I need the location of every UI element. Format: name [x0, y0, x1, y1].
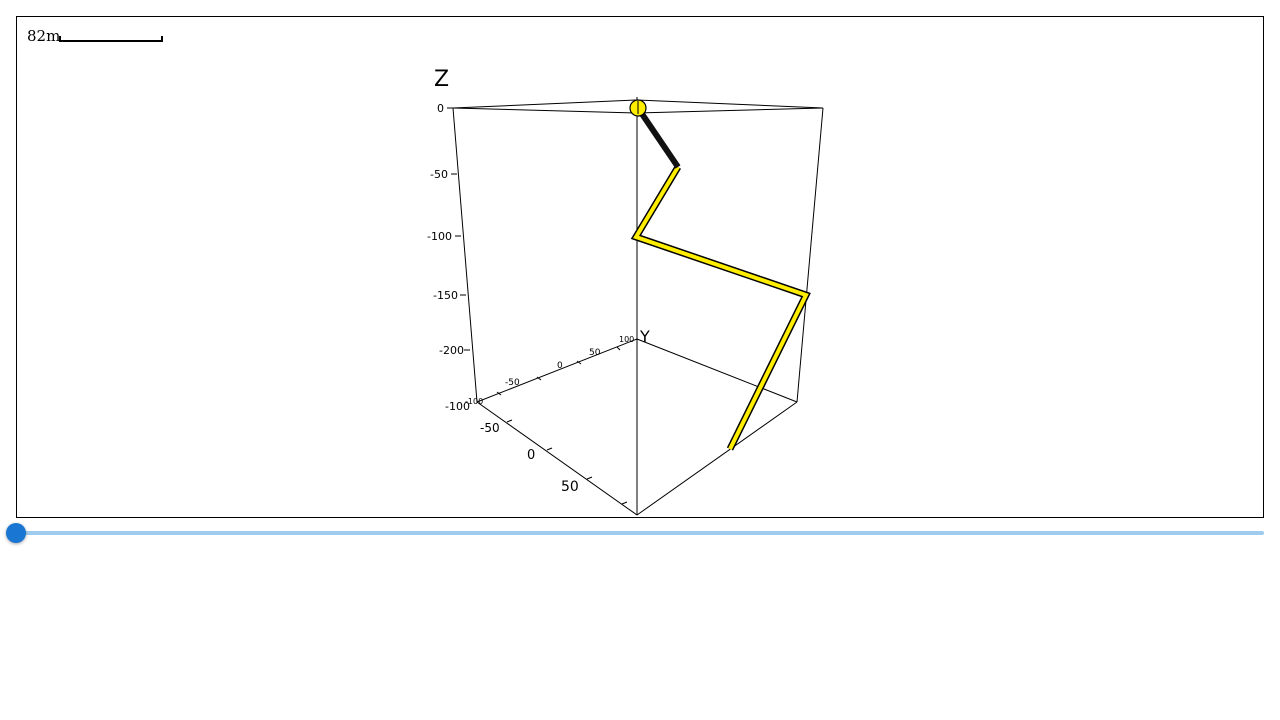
- y-tick-label: 100: [619, 335, 634, 344]
- box-edge: [796, 107, 824, 403]
- scale-bar: [59, 36, 163, 42]
- box-edge: [636, 338, 798, 403]
- box-edge: [636, 107, 824, 114]
- z-axis-label: Z: [434, 67, 449, 92]
- 3d-plot-viewport[interactable]: 82m Z 0 -50 -: [16, 16, 1264, 518]
- well-path-plot[interactable]: Z 0 -50 -100 -150 -200 Y -100 -50 0 50 1…: [17, 17, 1263, 517]
- well-path-outline: [630, 165, 811, 451]
- bottom-ticks: [496, 346, 628, 505]
- plot-box: [452, 97, 824, 516]
- y-tick-label: 50: [589, 348, 601, 358]
- box-edge: [452, 107, 638, 114]
- y-tick-label: -100: [465, 397, 483, 406]
- z-tick-label: -50: [430, 168, 448, 181]
- x-tick-label: 50: [561, 479, 579, 495]
- z-tick-label: -150: [433, 289, 458, 302]
- z-tick-label: 0: [437, 102, 444, 115]
- box-edge: [452, 99, 638, 109]
- y-axis-label: Y: [639, 327, 650, 346]
- timeline-slider[interactable]: [6, 522, 1264, 544]
- y-tick-label: 0: [557, 361, 563, 371]
- z-axis: [447, 107, 470, 351]
- x-tick-label: -50: [480, 421, 500, 435]
- box-edge: [636, 99, 824, 109]
- box-edge: [476, 338, 638, 403]
- slider-thumb[interactable]: [6, 523, 26, 543]
- well-path[interactable]: [633, 165, 809, 450]
- x-tick-label: -100: [445, 400, 470, 413]
- z-tick-label: -200: [439, 344, 464, 357]
- slider-track[interactable]: [16, 531, 1264, 535]
- z-tick-label: -100: [427, 230, 452, 243]
- well-head-segment: [635, 106, 681, 169]
- x-tick-label: 0: [527, 448, 535, 463]
- box-edge: [636, 401, 798, 516]
- box-edge: [452, 107, 478, 403]
- box-edge: [476, 401, 638, 516]
- y-tick-label: -50: [505, 378, 520, 388]
- scale-label: 82m: [27, 27, 61, 45]
